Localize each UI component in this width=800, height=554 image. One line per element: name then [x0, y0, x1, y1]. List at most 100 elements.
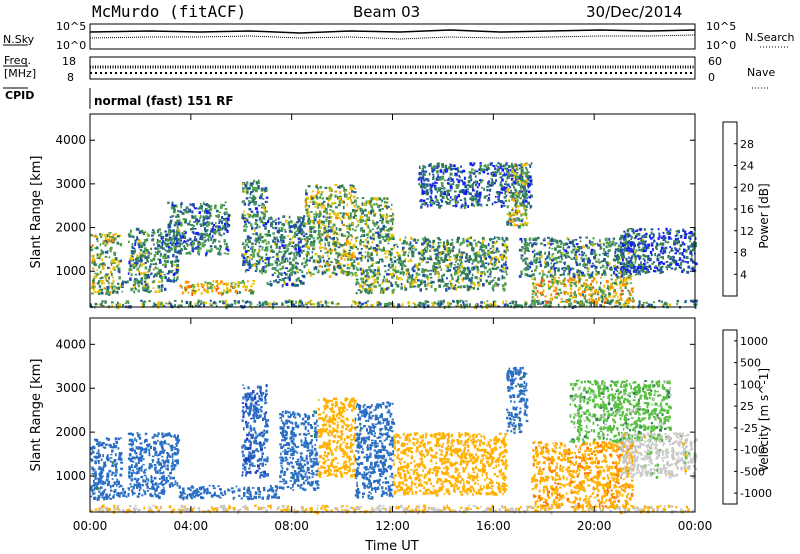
range-cell	[382, 279, 385, 283]
range-cell	[215, 230, 218, 233]
range-cell	[377, 233, 381, 237]
range-cell	[367, 219, 371, 221]
range-cell	[552, 289, 556, 292]
range-cell	[333, 241, 336, 245]
range-cell	[383, 275, 386, 279]
range-cell	[94, 275, 98, 279]
range-cell	[563, 261, 566, 266]
range-cell	[433, 168, 436, 172]
range-cell	[482, 237, 485, 240]
range-cell	[361, 255, 364, 257]
range-cell	[524, 208, 528, 211]
range-cell	[197, 247, 200, 249]
range-cell	[684, 300, 687, 303]
range-cell	[424, 170, 428, 173]
range-cell	[299, 299, 302, 303]
range-cell	[491, 262, 493, 266]
range-cell	[325, 239, 328, 242]
range-cell	[177, 250, 180, 254]
range-cell	[423, 280, 426, 284]
range-cell	[462, 300, 465, 304]
range-cell	[389, 254, 392, 257]
range-cell	[486, 189, 489, 192]
range-cell	[384, 226, 387, 228]
range-cell	[159, 258, 162, 263]
range-cell	[588, 301, 592, 304]
range-cell	[525, 301, 528, 306]
range-cell	[281, 278, 285, 281]
range-cell	[531, 270, 533, 273]
range-cell	[280, 261, 284, 264]
range-cell	[121, 282, 124, 286]
range-cell	[556, 244, 560, 248]
range-cell	[317, 305, 320, 308]
range-cell	[93, 285, 96, 288]
range-cell	[96, 238, 98, 241]
range-cell	[449, 163, 452, 166]
range-cell	[294, 224, 298, 227]
range-cell	[213, 245, 217, 249]
range-cell	[492, 264, 495, 267]
range-cell	[538, 257, 541, 261]
range-cell	[205, 208, 208, 210]
range-cell	[160, 284, 164, 288]
range-cell	[253, 189, 255, 191]
range-cell	[231, 285, 235, 289]
range-cell	[218, 221, 220, 224]
range-cell	[264, 225, 267, 228]
range-cell	[398, 256, 401, 260]
range-cell	[170, 206, 174, 209]
range-cell	[486, 172, 490, 175]
range-cell	[462, 280, 464, 283]
range-cell	[363, 234, 366, 237]
range-cell	[100, 235, 103, 239]
range-cell	[455, 194, 457, 198]
range-cell	[327, 257, 331, 260]
range-cell	[507, 175, 510, 179]
range-cell	[512, 180, 516, 183]
range-cell	[113, 289, 116, 293]
range-cell	[251, 215, 255, 219]
range-cell	[309, 201, 312, 203]
range-cell	[626, 260, 629, 264]
range-cell	[177, 245, 180, 248]
range-cell	[520, 249, 523, 252]
range-cell	[222, 227, 225, 230]
range-cell	[367, 275, 370, 278]
range-cell	[471, 184, 474, 188]
range-cell	[224, 227, 228, 231]
range-cell	[337, 212, 340, 216]
range-cell	[522, 259, 524, 262]
range-cell	[543, 273, 546, 276]
range-cell	[573, 281, 577, 284]
range-cell	[382, 246, 385, 251]
range-cell	[516, 177, 520, 180]
range-cell	[422, 239, 425, 242]
range-cell	[296, 229, 299, 232]
range-cell	[245, 226, 249, 228]
range-cell	[572, 244, 575, 248]
range-cell	[441, 274, 443, 279]
range-cell	[147, 255, 150, 259]
range-cell	[521, 193, 525, 197]
range-cell	[455, 260, 457, 263]
range-cell	[472, 247, 474, 250]
nave-tick-bottom: 0	[708, 71, 715, 84]
range-cell	[385, 221, 388, 224]
range-cell	[326, 234, 329, 238]
range-cell	[550, 301, 552, 305]
range-cell	[441, 164, 444, 168]
range-cell	[270, 221, 274, 226]
range-cell	[410, 236, 413, 240]
range-cell	[630, 287, 633, 292]
range-cell	[625, 272, 628, 275]
range-cell	[378, 284, 382, 287]
range-cell	[280, 241, 282, 244]
range-cell	[371, 241, 374, 244]
range-cell	[312, 190, 314, 193]
range-cell	[104, 235, 107, 238]
range-cell	[493, 257, 496, 261]
range-cell	[261, 246, 264, 249]
range-cell	[366, 272, 369, 275]
range-cell	[351, 262, 354, 265]
